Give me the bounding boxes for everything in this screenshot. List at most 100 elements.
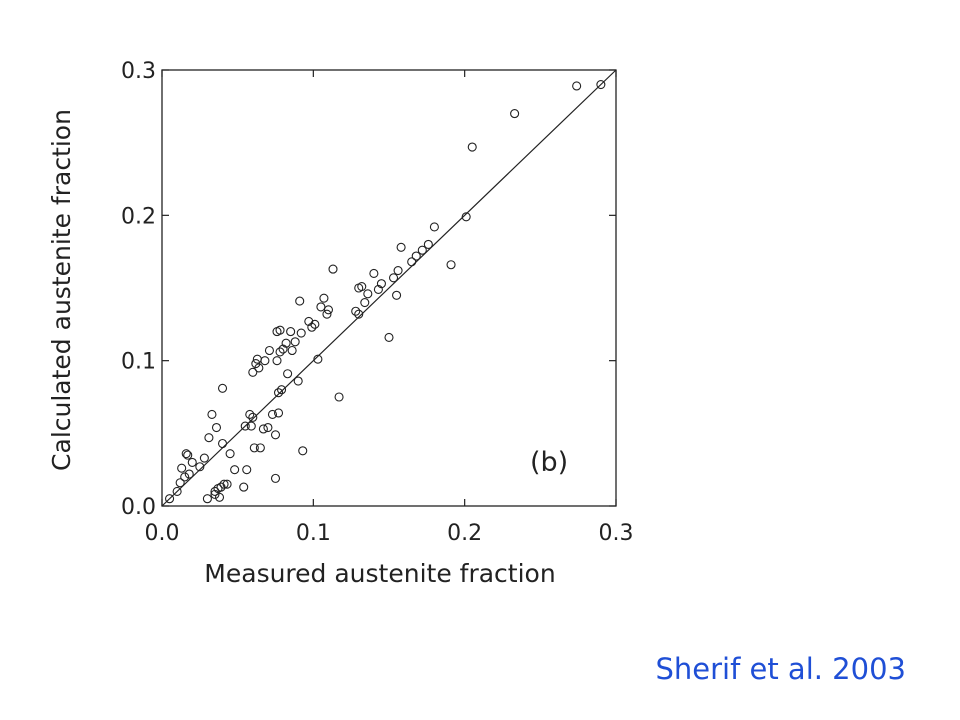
data-point <box>298 446 308 456</box>
data-point <box>264 345 274 356</box>
data-point <box>328 264 338 274</box>
data-point <box>384 332 394 342</box>
data-point <box>239 482 249 492</box>
data-point <box>273 388 284 398</box>
data-point <box>310 319 320 329</box>
data-point <box>313 354 323 364</box>
data-point <box>369 268 379 279</box>
y-tick-label: 0.3 <box>121 59 156 84</box>
data-point <box>323 305 334 315</box>
data-point <box>210 489 220 499</box>
data-point <box>357 281 367 292</box>
data-point <box>263 422 273 433</box>
data-point <box>273 408 284 418</box>
data-point <box>281 338 291 348</box>
citation: Sherif et al. 2003 <box>655 652 906 686</box>
data-point <box>295 296 305 306</box>
data-point <box>199 453 209 463</box>
data-point <box>187 457 197 467</box>
data-point <box>287 345 297 356</box>
reference-line-1-to-1 <box>161 69 617 507</box>
x-axis-title: Measured austenite fraction <box>204 559 555 588</box>
data-point <box>245 409 255 419</box>
data-point <box>307 322 317 332</box>
data-point <box>177 463 187 473</box>
y-axis-title: Calculated austenite fraction <box>47 109 76 471</box>
data-point <box>293 376 303 386</box>
tick-marks <box>161 69 617 507</box>
data-point <box>240 421 250 431</box>
data-point <box>260 356 270 366</box>
y-tick-label: 0.2 <box>121 204 156 229</box>
data-point <box>354 309 364 319</box>
data-point <box>175 478 185 488</box>
data-point <box>202 494 212 504</box>
data-point <box>222 479 232 489</box>
data-point <box>393 266 403 276</box>
data-point <box>392 290 402 300</box>
data-point <box>461 212 471 222</box>
data-point <box>217 383 228 393</box>
y-tick-labels: 0.0 0.1 0.2 0.3 <box>121 59 156 520</box>
data-point <box>219 479 229 489</box>
data-point <box>283 369 293 379</box>
data-point <box>180 472 190 482</box>
data-point <box>249 443 259 453</box>
data-point <box>210 486 220 497</box>
data-point <box>246 421 256 431</box>
data-point <box>204 433 214 443</box>
data-point <box>429 222 439 232</box>
data-point <box>388 273 399 283</box>
data-point <box>304 316 314 326</box>
data-point <box>275 347 285 357</box>
data-point <box>373 284 383 295</box>
data-point <box>216 482 226 492</box>
data-point <box>183 450 193 460</box>
data-point <box>360 297 370 308</box>
data-point <box>467 142 477 152</box>
data-point <box>214 492 225 502</box>
data-point <box>411 251 421 261</box>
data-point <box>446 260 456 270</box>
data-point <box>423 239 433 249</box>
panel-label: (b) <box>530 447 568 478</box>
data-point <box>211 422 222 433</box>
x-tick-label: 0.0 <box>145 521 180 546</box>
data-point <box>334 392 344 402</box>
data-point <box>417 245 427 255</box>
data-point <box>322 309 332 319</box>
data-point <box>181 449 191 459</box>
data-point <box>248 412 258 422</box>
data-point <box>225 449 235 459</box>
data-point <box>510 109 520 119</box>
data-point <box>316 302 326 312</box>
data-point <box>217 438 228 449</box>
data-point <box>242 465 252 475</box>
y-tick-label: 0.1 <box>121 350 156 375</box>
data-point <box>230 465 240 475</box>
y-tick-label: 0.0 <box>121 495 156 520</box>
data-point <box>165 494 175 504</box>
data-point <box>184 469 194 479</box>
x-tick-label: 0.2 <box>447 521 482 546</box>
data-point <box>363 289 373 299</box>
x-tick-label: 0.1 <box>296 521 331 546</box>
data-point <box>376 279 386 289</box>
data-point <box>255 443 265 453</box>
data-point <box>270 473 281 483</box>
data-point <box>407 257 417 267</box>
data-point <box>248 367 258 377</box>
data-point <box>277 385 287 395</box>
data-point <box>207 409 217 419</box>
data-point <box>270 430 281 440</box>
data-point <box>319 293 329 303</box>
data-point <box>258 424 268 434</box>
data-point <box>396 242 406 252</box>
data-point <box>290 337 300 347</box>
data-point <box>195 462 205 472</box>
x-tick-label: 0.3 <box>599 521 634 546</box>
plot-frame <box>161 69 617 507</box>
data-point <box>267 409 278 419</box>
data-point <box>572 81 582 91</box>
